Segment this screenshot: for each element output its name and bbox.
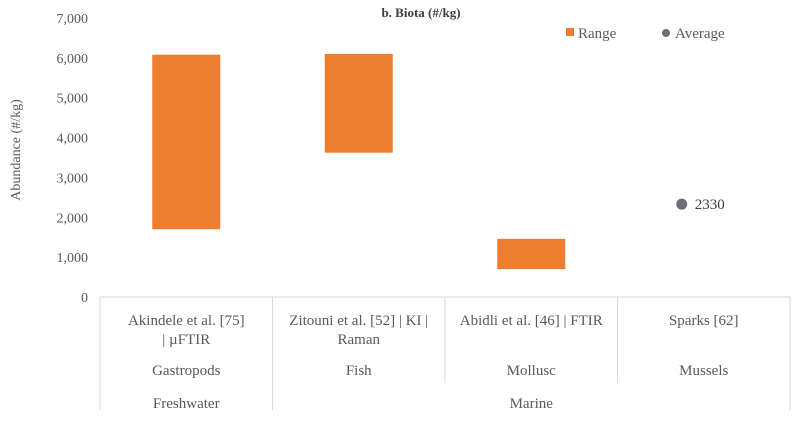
legend-average-marker xyxy=(662,29,670,37)
y-axis: 0 1,000 2,000 3,000 4,000 5,000 6,000 7,000 xyxy=(57,12,89,306)
y-tick-label: 7,000 xyxy=(57,12,89,27)
category-label: Akindele et al. [75] xyxy=(128,313,245,329)
y-tick-label: 5,000 xyxy=(57,92,89,107)
legend-range-label: Range xyxy=(578,26,617,42)
category-label: Abidli et al. [46] | FTIR xyxy=(460,313,603,329)
organism-label: Gastropods xyxy=(152,363,220,379)
group-label: Freshwater xyxy=(153,396,220,412)
y-tick-label: 3,000 xyxy=(57,171,89,186)
category-label: Raman xyxy=(338,332,381,348)
y-tick-label: 6,000 xyxy=(57,52,89,67)
y-tick-label: 1,000 xyxy=(57,251,89,266)
average-point xyxy=(676,198,688,210)
legend-average-label: Average xyxy=(675,26,725,42)
range-bar xyxy=(324,53,393,153)
y-tick-label: 0 xyxy=(81,291,88,306)
category-label: | µFTIR xyxy=(162,332,210,348)
category-axis: Akindele et al. [75] | µFTIR Gastropods Zit… xyxy=(99,296,791,412)
chart-title: b. Biota (#/kg) xyxy=(381,5,460,20)
organism-label: Mollusc xyxy=(507,363,557,379)
y-tick-label: 4,000 xyxy=(57,132,89,147)
legend-range-swatch xyxy=(566,28,574,36)
organism-label: Fish xyxy=(346,363,372,379)
range-bar xyxy=(152,54,221,230)
category-label: Sparks [62] xyxy=(669,313,739,329)
y-axis-title: Abundance (#/kg) xyxy=(9,99,24,201)
legend: Range Average xyxy=(566,26,725,42)
group-label: Marine xyxy=(510,396,554,412)
y-tick-label: 2,000 xyxy=(57,211,89,226)
range-bar xyxy=(497,238,566,270)
plot-area: 2330 xyxy=(152,53,725,270)
organism-label: Mussels xyxy=(679,363,728,379)
average-data-label: 2330 xyxy=(695,197,725,213)
category-label: Zitouni et al. [52] | KI | xyxy=(289,313,428,329)
